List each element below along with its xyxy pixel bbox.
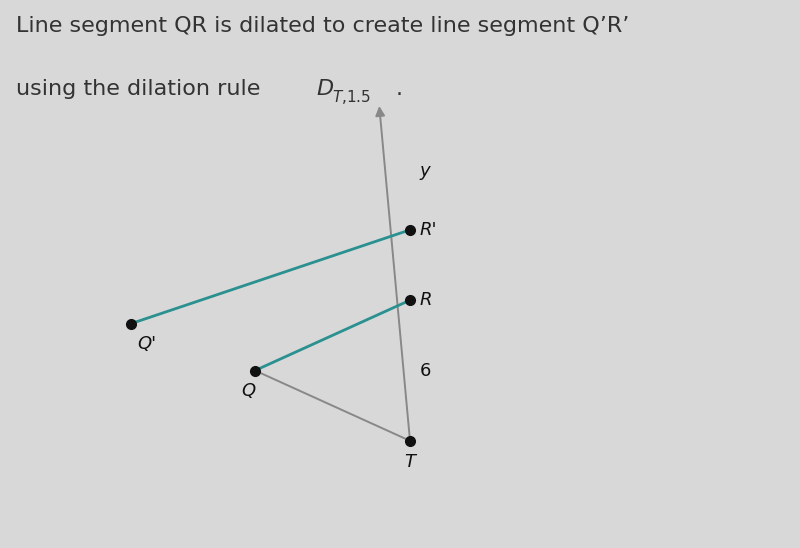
Text: Q': Q' [138,335,156,353]
Text: Q: Q [242,383,256,400]
Text: Line segment QR is dilated to create line segment Q’R’: Line segment QR is dilated to create lin… [16,16,630,36]
Text: T: T [405,453,415,471]
Text: using the dilation rule: using the dilation rule [16,79,267,99]
Text: $\mathit{T}$,1.5: $\mathit{T}$,1.5 [332,88,371,106]
Text: R: R [419,291,432,309]
Text: y: y [419,162,430,180]
Text: 6: 6 [419,362,430,380]
Text: .: . [396,79,403,99]
Text: $\mathit{D}$: $\mathit{D}$ [316,79,334,99]
Text: R': R' [419,221,437,239]
